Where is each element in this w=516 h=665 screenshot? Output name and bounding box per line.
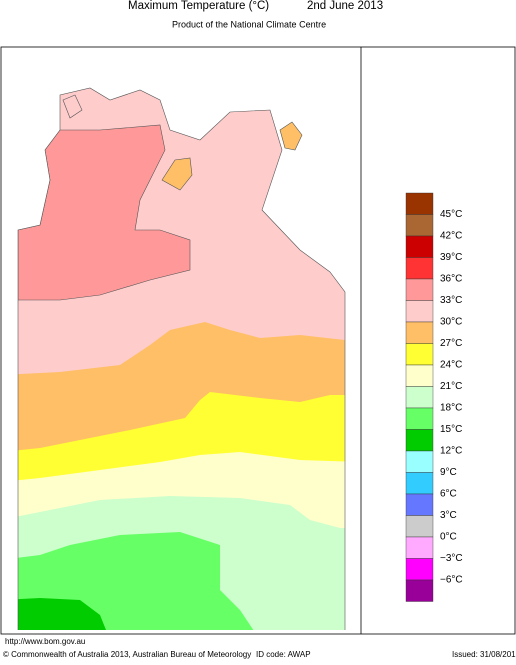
legend-label: 33°C — [440, 295, 462, 306]
legend-label: 27°C — [440, 338, 462, 349]
legend: 45°C 42°C 39°C 36°C 33°C 30°C 27°C 24°C 21°C 18°C… — [405, 192, 463, 602]
legend-swatch — [405, 429, 434, 452]
legend-swatch — [405, 235, 434, 258]
island — [62, 94, 83, 119]
warm-patch — [279, 121, 303, 151]
legend-swatch — [405, 214, 434, 237]
legend-label: 24°C — [440, 360, 462, 371]
legend-label: 45°C — [440, 209, 462, 220]
legend-label: 18°C — [440, 403, 462, 414]
id-code: ID code: AWAP — [256, 650, 311, 659]
legend-swatch — [405, 386, 434, 409]
source-url: http://www.bom.gov.au — [5, 637, 85, 646]
legend-swatch — [405, 364, 434, 387]
copyright: © Commonwealth of Australia 2013, Austra… — [3, 650, 251, 659]
legend-swatch — [405, 192, 434, 215]
legend-swatch — [405, 321, 434, 344]
legend-label: 30°C — [440, 317, 462, 328]
warm-patch — [161, 157, 193, 191]
legend-swatch — [405, 300, 434, 323]
legend-swatch — [405, 257, 434, 280]
legend-swatch — [405, 493, 434, 516]
map-title: Maximum Temperature (°C) — [128, 0, 269, 12]
legend-swatch — [405, 558, 434, 581]
issued-date: Issued: 31/08/2013 — [452, 650, 516, 659]
map-date: 2nd June 2013 — [307, 0, 383, 12]
legend-swatch — [405, 579, 434, 602]
legend-label: 39°C — [440, 252, 462, 263]
legend-swatch — [405, 515, 434, 538]
legend-label: 42°C — [440, 231, 462, 242]
legend-label: 0°C — [440, 532, 457, 543]
legend-label: −6°C — [440, 575, 463, 586]
legend-label: 6°C — [440, 489, 457, 500]
legend-label: 36°C — [440, 274, 462, 285]
temperature-map — [18, 88, 345, 630]
legend-label: −3°C — [440, 553, 463, 564]
legend-swatch — [405, 278, 434, 301]
legend-label: 12°C — [440, 446, 462, 457]
coastline — [17, 87, 346, 630]
legend-swatch — [405, 343, 434, 366]
legend-label: 9°C — [440, 467, 457, 478]
legend-swatch — [405, 450, 434, 473]
legend-label: 21°C — [440, 381, 462, 392]
map-subtitle: Product of the National Climate Centre — [172, 19, 326, 29]
legend-swatch — [405, 407, 434, 430]
legend-label: 3°C — [440, 510, 457, 521]
legend-label: 15°C — [440, 424, 462, 435]
legend-swatch — [405, 472, 434, 495]
legend-swatch — [405, 536, 434, 559]
